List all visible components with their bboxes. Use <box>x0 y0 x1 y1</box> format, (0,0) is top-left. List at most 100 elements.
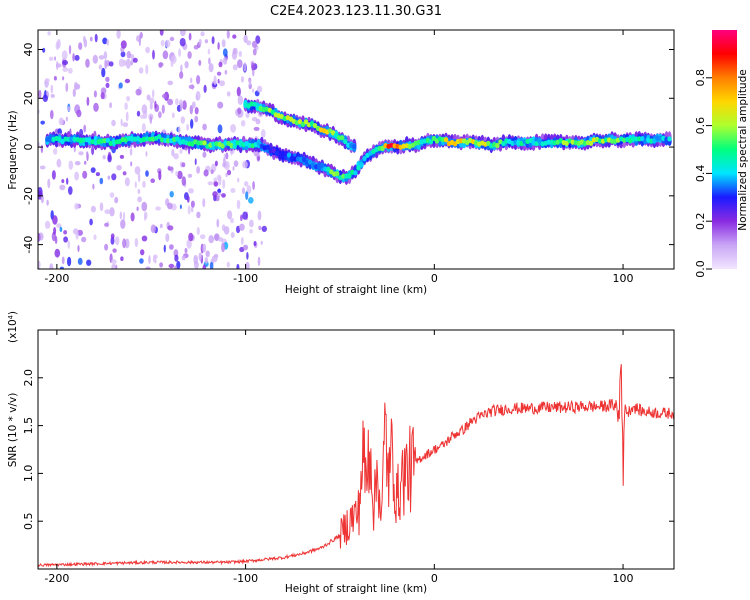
spectrogram-noise-cell <box>164 39 171 48</box>
spectrogram-noise-cell <box>170 55 177 64</box>
spectrogram-noise-cell <box>136 110 141 117</box>
spectrogram-noise-cell <box>200 234 206 240</box>
spectrogram-noise-cell <box>125 111 129 122</box>
spectrogram-ylabel: Frequency (Hz) <box>7 110 19 189</box>
spectrogram-noise-cell <box>111 173 117 181</box>
colorbar-gradient <box>712 30 737 269</box>
spectrogram-noise-cell <box>168 263 175 269</box>
spectrogram-noise-cell <box>148 255 151 264</box>
spectrogram-noise-cell <box>140 249 145 256</box>
spectrogram-noise-cell <box>45 78 50 83</box>
spectrogram-noise-cell <box>243 34 248 43</box>
spectrogram-noise-cell <box>137 172 141 183</box>
spectrogram-noise-cell <box>68 160 74 170</box>
spectrogram-noise-cell <box>49 263 54 269</box>
colorbar: 0.0 0.2 0.4 0.6 0.8 Normalized spectral ampl… <box>694 30 749 278</box>
spectrogram-noise-cell <box>134 166 141 175</box>
spectrogram-noise-cell <box>149 115 152 124</box>
colorbar-tick-label: 0.6 <box>694 117 707 135</box>
spectrogram-noise-cell <box>104 209 111 215</box>
spectrogram-noise-cell <box>83 35 86 43</box>
spectrogram-noise-cell <box>58 117 64 126</box>
spectrogram-noise-cell <box>159 223 163 229</box>
spectrogram-noise-cell <box>152 49 155 60</box>
spectrogram-noise-cell <box>186 123 190 131</box>
spectrogram-noise-cell <box>253 240 257 247</box>
spectrogram-core-cell <box>292 156 298 162</box>
spectrogram-noise-cell <box>189 105 193 115</box>
spectrogram-noise-cell <box>125 58 131 69</box>
spectrogram-noise-cell <box>179 102 183 112</box>
spectrogram-marks <box>38 30 672 269</box>
spectrogram-noise-cell <box>174 254 179 262</box>
spectrogram-core-cell <box>220 143 225 149</box>
spectrogram-core-cell <box>175 136 180 142</box>
spectrogram-noise-cell <box>167 166 174 171</box>
figure-title: C2E4.2023.123.11.30.G31 <box>270 4 442 19</box>
spectrogram-noise-cell <box>169 36 175 42</box>
spectrogram-noise-cell <box>74 171 79 181</box>
spectrogram-noise-cell <box>146 94 151 101</box>
spectrogram-noise-cell <box>216 218 220 228</box>
spectrogram-noise-cell <box>103 51 108 60</box>
spectrogram-noise-cell <box>139 114 146 119</box>
spectrogram-core-cell <box>312 123 318 129</box>
spectrogram-noise-cell <box>141 235 148 242</box>
spectrogram-noise-cell <box>109 192 115 198</box>
spectrogram-noise-cell <box>191 101 196 109</box>
spectrogram-noise-cell <box>153 254 158 259</box>
spectrogram-noise-cell <box>202 243 207 253</box>
spectrogram-noise-cell <box>84 160 87 165</box>
colorbar-tick-label: 0.8 <box>694 69 707 87</box>
spectrogram-core-cell <box>428 139 434 145</box>
spectrogram-noise-cell <box>221 39 226 48</box>
spectrogram-noise-cell <box>52 215 58 225</box>
spectrogram-noise-cell <box>62 60 68 66</box>
spectrogram-noise-cell <box>90 167 96 174</box>
spectrogram-noise-cell <box>109 102 113 109</box>
spectrogram-noise-cell <box>162 50 169 60</box>
spectrogram-noise-cell <box>152 89 155 98</box>
spectrogram-noise-cell <box>240 237 244 245</box>
spectrogram-noise-cell <box>50 109 54 120</box>
spectrogram-noise-cell <box>111 259 117 265</box>
spectrogram-noise-cell <box>242 244 249 251</box>
spectrogram-noise-cell <box>179 71 184 79</box>
spectrogram-noise-cell <box>74 81 78 91</box>
spectrogram-noise-cell <box>194 107 199 115</box>
spectrogram-noise-cell <box>255 118 261 125</box>
spectrogram-noise-cell <box>248 78 252 87</box>
spectrogram-noise-cell <box>100 92 105 100</box>
spectrogram-noise-cell <box>252 181 256 190</box>
spectrogram-noise-cell <box>196 227 200 235</box>
spectrogram-core-cell <box>60 138 65 145</box>
snr-panel: -200 -100 0 100 0.5 1.0 1.5 2.0 Height of strai… <box>7 311 675 595</box>
spectrogram-core-cell <box>157 134 162 140</box>
spectrogram-noise-cell <box>187 51 192 59</box>
spectrogram-noise-cell <box>236 263 240 269</box>
snr-xtick-label: 0 <box>431 572 438 585</box>
spectrogram-noise-cell <box>158 170 162 181</box>
spectrogram-noise-cell <box>112 248 117 253</box>
spectrogram-noise-cell <box>188 188 194 194</box>
snr-series-line <box>38 364 674 568</box>
spectrogram-noise-cell <box>186 195 190 203</box>
spectrogram-noise-cell <box>104 59 108 70</box>
spectrogram-noise-cell <box>124 102 128 110</box>
spectrogram-noise-cell <box>53 227 57 235</box>
spectrogram-noise-cell <box>40 120 45 125</box>
spectrogram-noise-cell <box>251 62 255 71</box>
spectrogram-core-cell <box>232 143 237 149</box>
spectrogram-noise-cell <box>115 236 120 246</box>
spectrogram-noise-cell <box>236 86 241 97</box>
spectrogram-noise-cell <box>137 196 143 203</box>
spectrogram-noise-cell <box>160 39 165 47</box>
spectrogram-noise-cell <box>107 175 111 180</box>
spectrogram-noise-cell <box>257 156 260 161</box>
spectrogram-noise-cell <box>145 64 149 75</box>
spectrogram-noise-cell <box>139 32 143 39</box>
spectrogram-noise-cell <box>159 30 164 36</box>
spectrogram-noise-cell <box>178 48 182 57</box>
